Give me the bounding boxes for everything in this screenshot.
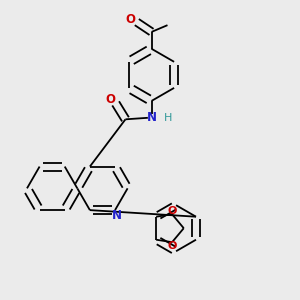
- Text: O: O: [168, 241, 177, 251]
- Text: N: N: [146, 111, 157, 124]
- Text: N: N: [112, 209, 122, 222]
- Text: O: O: [125, 13, 135, 26]
- Text: O: O: [168, 206, 177, 216]
- Text: O: O: [105, 93, 115, 106]
- Text: H: H: [164, 113, 172, 123]
